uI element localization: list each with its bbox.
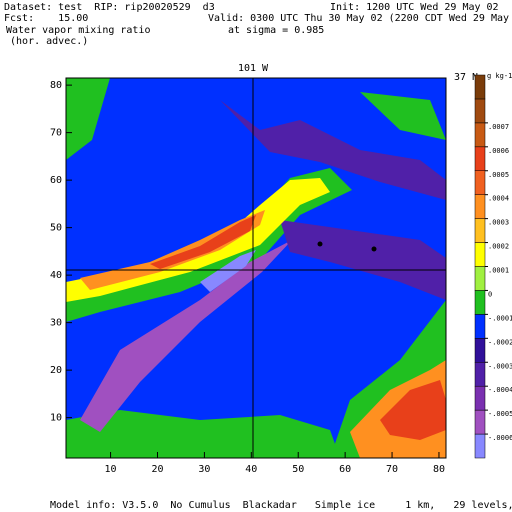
field-red	[150, 215, 256, 269]
field-green	[66, 410, 340, 458]
field-red	[380, 380, 446, 440]
header-init: Init: 1200 UTC Wed 29 May 02	[330, 2, 499, 13]
field-green	[360, 92, 446, 140]
colorbar-label: -.0004	[488, 386, 512, 394]
field	[65, 77, 447, 459]
colorbar-band	[474, 74, 486, 100]
x-tick-label: 50	[292, 464, 304, 475]
y-tick-label: 30	[50, 318, 62, 329]
y-tick-label: 50	[50, 223, 62, 234]
colorbar-units: g kg-1	[487, 72, 512, 80]
field-purple	[220, 100, 446, 200]
colorbar-band	[474, 409, 486, 435]
colorbar-band	[474, 433, 486, 459]
colorbar-band	[474, 122, 486, 148]
x-tick-label: 40	[245, 464, 257, 475]
colorbar-label: -.0005	[488, 410, 512, 418]
field-purple	[280, 220, 446, 300]
colorbar-band	[474, 242, 486, 267]
colorbar-label: -.0006	[488, 434, 512, 442]
y-tick-label: 60	[50, 175, 62, 186]
colorbar-band	[474, 338, 486, 363]
x-tick-label: 20	[151, 464, 163, 475]
colorbar-band	[474, 98, 486, 124]
colorbar-band	[474, 194, 486, 219]
latitude-label: 37 N	[454, 72, 478, 83]
station-dot	[317, 241, 323, 247]
colorbar-label: .0003	[488, 219, 509, 227]
y-tick-label: 80	[50, 80, 62, 91]
y-tick-label: 70	[50, 128, 62, 139]
header-dataset: Dataset: test RIP: rip20020529 d3	[4, 2, 215, 13]
y-tick-label: 20	[50, 365, 62, 376]
colorbar-band	[474, 314, 486, 339]
header-fcst: Fcst: 15.00	[4, 13, 88, 24]
colorbar-label: .0001	[488, 267, 509, 275]
colorbar-band	[474, 385, 486, 411]
field-green	[66, 78, 110, 160]
x-tick-label: 30	[198, 464, 210, 475]
y-tick-label: 10	[50, 413, 62, 424]
header-subfield: (hor. advec.)	[4, 36, 88, 47]
colorbar-band	[474, 170, 486, 195]
header-level: at sigma = 0.985	[228, 25, 324, 36]
colorbar-label: .0007	[488, 123, 509, 131]
field-lavender	[200, 250, 256, 292]
colorbar-label: .0006	[488, 147, 509, 155]
x-tick-label: 70	[386, 464, 398, 475]
colorbar-band	[474, 266, 486, 291]
colorbar-label: 0	[488, 290, 492, 298]
x-tick-label: 80	[433, 464, 445, 475]
colorbar-band	[474, 290, 486, 315]
x-tick-label: 60	[339, 464, 351, 475]
colorbar-band	[474, 146, 486, 171]
x-tick-label: 10	[105, 464, 117, 475]
y-tick-label: 40	[50, 270, 62, 281]
colorbar-label: -.0002	[488, 338, 512, 346]
colorbar-band	[474, 218, 486, 243]
colorbar-label: .0005	[488, 171, 509, 179]
colorbar-label: .0002	[488, 243, 509, 251]
colorbar-band	[474, 362, 486, 387]
longitude-label: 101 W	[238, 63, 269, 74]
station-dot	[371, 246, 377, 252]
colorbar-label: -.0001	[488, 314, 512, 322]
header-valid: Valid: 0300 UTC Thu 30 May 02 (2200 CDT …	[208, 13, 512, 24]
colorbar-label: .0004	[488, 195, 509, 203]
field-purple	[80, 240, 292, 432]
header-field: Water vapor mixing ratio	[6, 25, 151, 36]
colorbar-label: -.0003	[488, 362, 512, 370]
plot-frame	[65, 77, 447, 459]
footer: Model info: V3.5.0 No Cumulus Blackadar …	[50, 500, 512, 511]
